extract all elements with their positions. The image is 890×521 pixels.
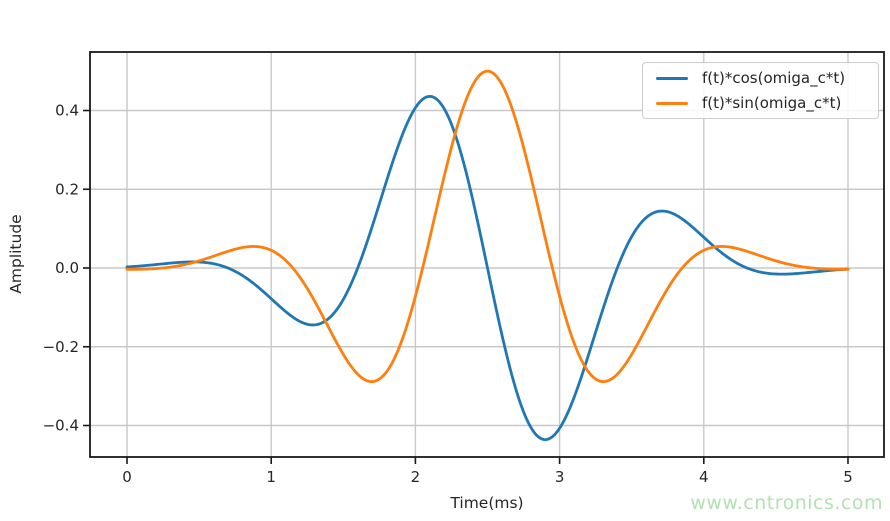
watermark: www.cntronics.com (690, 492, 883, 514)
plot-frame (89, 51, 885, 458)
tick-marks (83, 109, 849, 464)
x-tick-label: 2 (411, 468, 421, 486)
legend-item-sin: f(t)*sin(omiga_c*t) (656, 91, 870, 115)
y-tick-label: 0.0 (55, 259, 79, 277)
legend-label-cos: f(t)*cos(omiga_c*t) (702, 69, 846, 87)
y-tick-label: 0.2 (55, 180, 79, 198)
cos-series-line-sample (656, 76, 688, 80)
y-tick-label: 0.4 (55, 102, 79, 120)
tick-labels: 0 1 2 3 4 5 0.4 0.2 0.0 −0.2 −0.4 (43, 102, 853, 486)
legend: f(t)*cos(omiga_c*t) f(t)*sin(omiga_c*t) (642, 62, 879, 119)
series-line-cos (125, 94, 850, 442)
x-tick-label: 5 (843, 468, 853, 486)
legend-item-cos: f(t)*cos(omiga_c*t) (656, 66, 870, 90)
series-curves (125, 69, 850, 442)
x-tick-label: 0 (122, 468, 132, 486)
x-axis-label: Time(ms) (450, 494, 524, 512)
x-tick-label: 3 (555, 468, 565, 486)
y-axis-label: Amplitude (7, 214, 25, 294)
y-tick-label: −0.2 (43, 338, 79, 356)
legend-label-sin: f(t)*sin(omiga_c*t) (702, 94, 842, 112)
sin-series-line-sample (656, 101, 688, 105)
x-tick-label: 1 (266, 468, 276, 486)
y-tick-label: −0.4 (43, 417, 79, 435)
x-tick-label: 4 (699, 468, 709, 486)
series-line-sin (125, 69, 850, 383)
